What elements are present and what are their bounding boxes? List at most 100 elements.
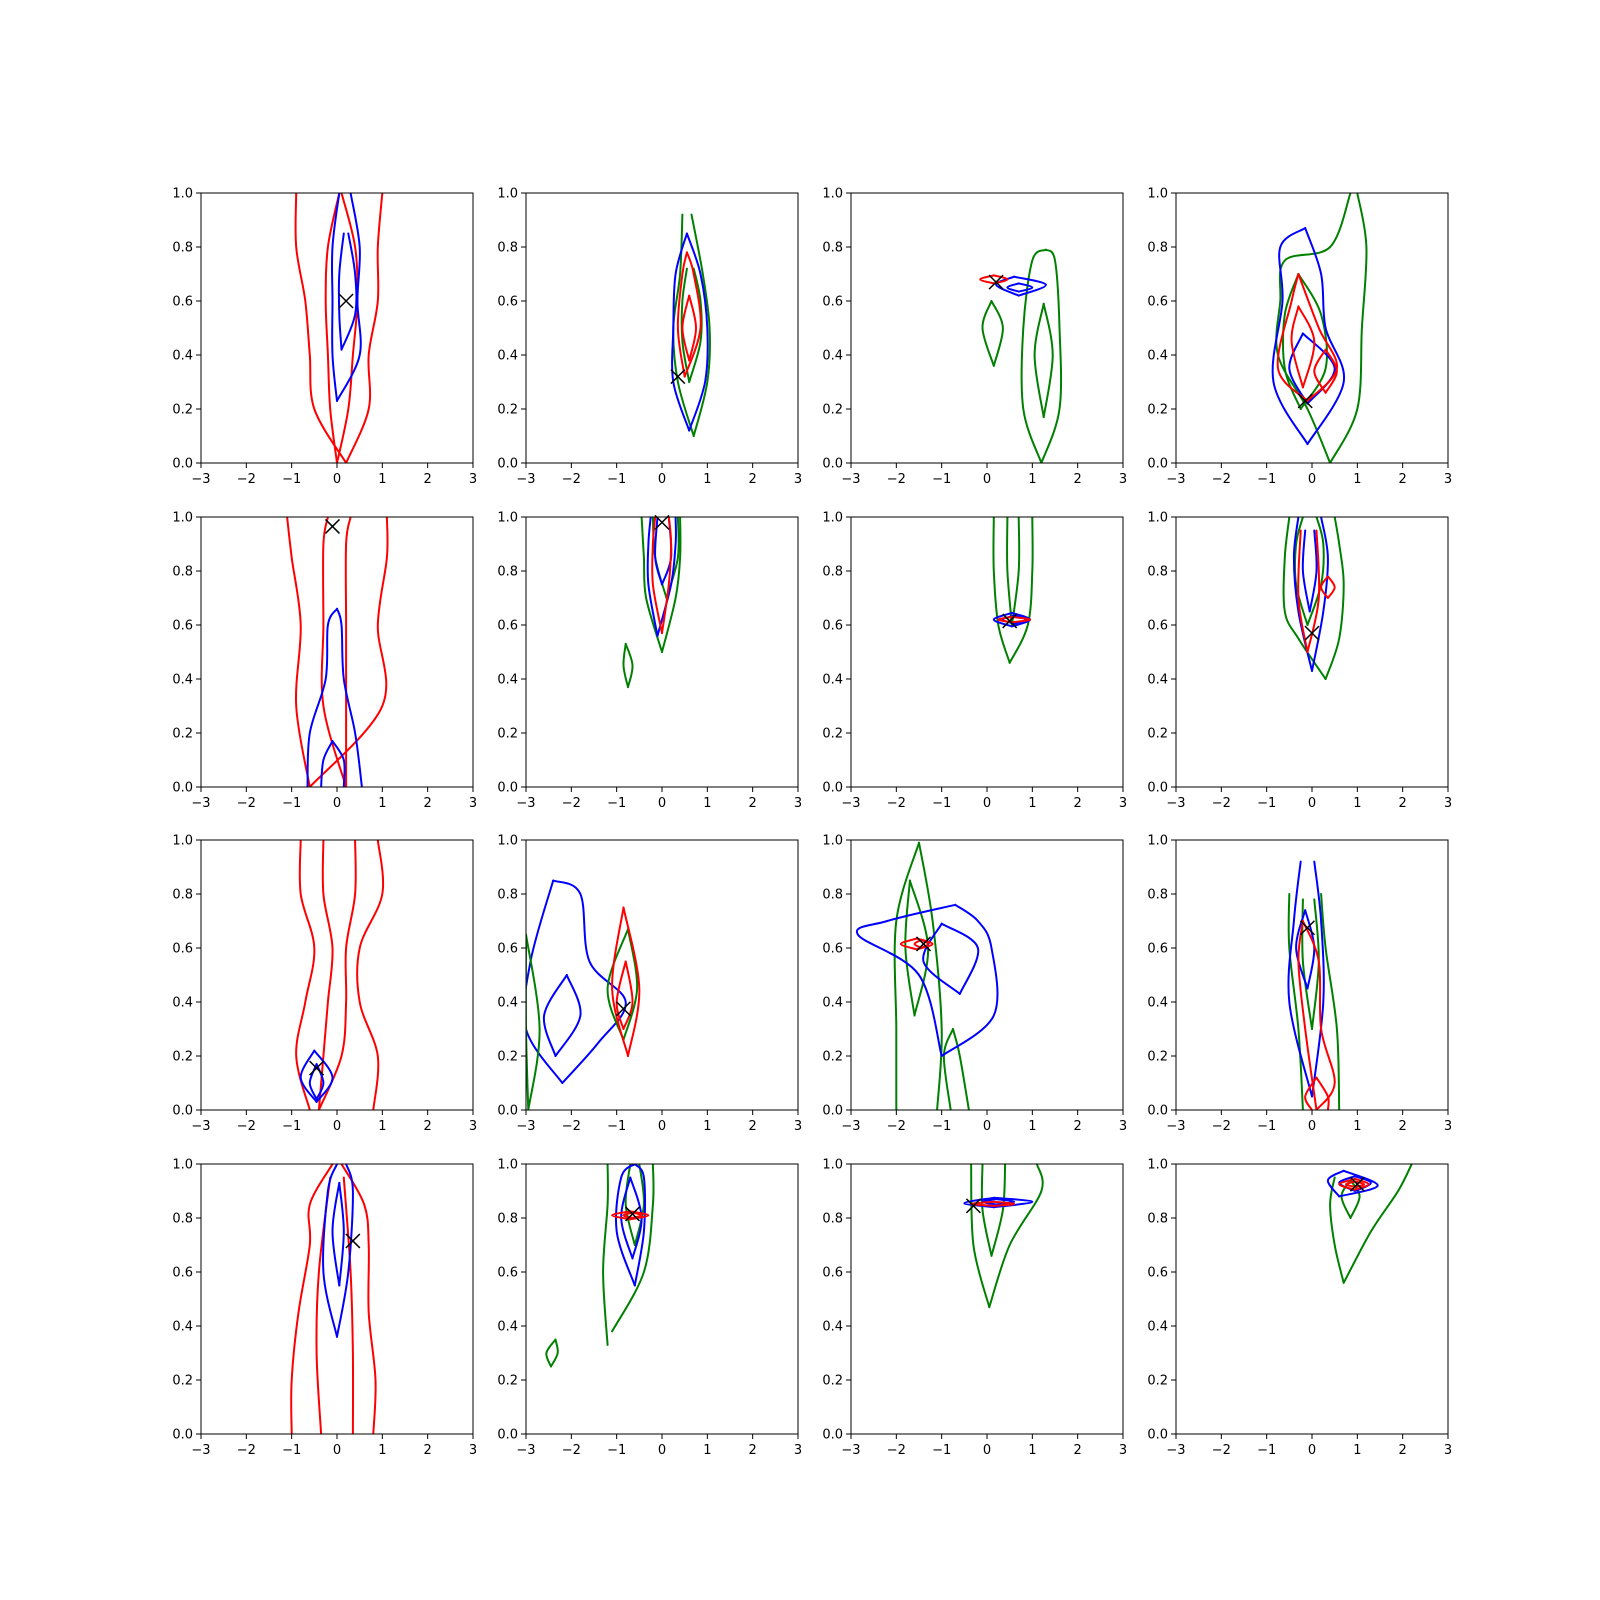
x-marker [1304, 625, 1320, 641]
y-tick-label: 0.0 [172, 457, 193, 472]
x-tick-label: −2 [887, 796, 906, 811]
red-contour-level-2-right [344, 517, 352, 787]
blue-contour-level-1-left [992, 611, 1013, 628]
x-tick-label: −2 [562, 472, 581, 487]
blue-contour-level-1-left [963, 1196, 995, 1209]
green-contour-level-1-left [1275, 193, 1352, 463]
y-tick-label: 0.8 [172, 888, 193, 903]
green-contour-level-1-right [1342, 1164, 1413, 1284]
y-tick-label: 0.6 [497, 942, 518, 957]
y-tick-label: 0.6 [497, 619, 518, 634]
x-tick-label: −3 [191, 1119, 210, 1134]
red-contour-level-1-right [1297, 273, 1338, 402]
red-contour-level-2-left [1345, 1180, 1357, 1188]
blue-contour-level-1-right [1304, 227, 1345, 446]
y-tick-label: 1.0 [172, 1158, 193, 1173]
y-tick-label: 0.2 [822, 1050, 843, 1065]
x-tick-label: 3 [794, 1443, 802, 1458]
green-contour-level-2-left [624, 1164, 636, 1246]
red-contour-level-1-left [651, 517, 663, 635]
x-tick-label: 3 [1444, 796, 1452, 811]
blue-contour-level-2-left [1301, 529, 1311, 613]
y-tick-label: 0.0 [172, 1104, 193, 1119]
x-tick-label: 1 [1028, 1119, 1036, 1134]
green-contour-level-2-left [1006, 517, 1013, 626]
x-tick-label: −1 [282, 1119, 301, 1134]
axes-frame [200, 192, 474, 464]
red-contour-level-1-left [899, 937, 918, 951]
x-tick-label: −1 [932, 1443, 951, 1458]
x-marker [916, 936, 932, 952]
x-tick-label: 1 [1028, 796, 1036, 811]
y-tick-label: 0.6 [1147, 1266, 1168, 1281]
plot-area [1271, 193, 1368, 463]
y-tick-label: 0.0 [497, 781, 518, 796]
x-tick-label: 3 [1119, 1443, 1127, 1458]
x-tick-label: 1 [703, 1119, 711, 1134]
blue-contour-level-1-left [526, 879, 564, 1084]
blue-contour-level-1-left [855, 903, 957, 1057]
blue-contour-level-2-right [554, 974, 582, 1057]
x-marker [1002, 613, 1018, 629]
subplot-r4-c4: −3 −2 −1 0 1 2 3 0.0 0.2 0.4 0.6 0.8 1.0 [1147, 1158, 1452, 1459]
green-contour-level-1-right [1008, 517, 1034, 664]
red-contour-level-1-left [290, 1164, 334, 1434]
red-contour-level-2-left [320, 517, 348, 787]
plot-area [1287, 860, 1341, 1110]
x-tick-label: −1 [282, 1443, 301, 1458]
y-tick-label: 0.8 [497, 241, 518, 256]
x-tick-label: 1 [1353, 1119, 1361, 1134]
x-tick-label: 1 [378, 1119, 386, 1134]
y-tick-label: 0.8 [497, 565, 518, 580]
y-tick-label: 0.4 [1147, 349, 1168, 364]
x-marker [625, 1206, 641, 1222]
y-tick-label: 0.4 [172, 349, 193, 364]
red-contour-level-3-left [1313, 348, 1327, 394]
y-tick-label: 0.2 [172, 403, 193, 418]
y-tick-label: 0.0 [822, 1428, 843, 1443]
green-contour-level-3-left [942, 1028, 954, 1110]
blue-contour-level-1-left [615, 1164, 636, 1287]
x-tick-label: 2 [1399, 1119, 1407, 1134]
x-marker [309, 1060, 325, 1076]
x-tick-label: −3 [516, 796, 535, 811]
x-tick-label: −1 [282, 796, 301, 811]
subplot-r3-c3: −3 −2 −1 0 1 2 3 0.0 0.2 0.4 0.6 0.8 1.0 [822, 834, 1127, 1135]
y-tick-label: 0.4 [822, 1320, 843, 1335]
blue-contour-level-2-left [1006, 282, 1020, 293]
y-tick-label: 0.8 [1147, 565, 1168, 580]
x-tick-label: 0 [333, 1119, 341, 1134]
x-tick-label: 3 [469, 796, 477, 811]
blue-contour-level-1-left [1326, 1169, 1345, 1198]
x-tick-label: 2 [1399, 796, 1407, 811]
x-tick-label: 0 [983, 796, 991, 811]
blue-contour-level-1-right [1338, 1169, 1379, 1198]
x-marker [324, 518, 340, 534]
blue-contour-level-2-right [940, 922, 980, 995]
green-contour-level-3-right [624, 642, 634, 689]
green-contour-level-2-left [680, 267, 691, 383]
y-tick-label: 0.8 [172, 1212, 193, 1227]
axes-frame [1175, 1163, 1449, 1435]
y-tick-label: 0.4 [822, 673, 843, 688]
green-contour-level-2-left [1281, 273, 1302, 410]
x-tick-label: 2 [1074, 796, 1082, 811]
blue-contour-level-2-right [1301, 332, 1336, 405]
red-contour-level-2-right [1354, 1180, 1366, 1188]
x-tick-label: 2 [749, 1443, 757, 1458]
y-tick-label: 0.4 [497, 996, 518, 1011]
x-tick-label: 0 [658, 1119, 666, 1134]
y-tick-label: 0.4 [172, 1320, 193, 1335]
y-tick-label: 0.2 [172, 1050, 193, 1065]
x-tick-label: 1 [1353, 1443, 1361, 1458]
y-tick-label: 0.6 [497, 295, 518, 310]
y-tick-label: 1.0 [822, 834, 843, 849]
red-contour-level-1-right [992, 274, 1009, 285]
y-tick-label: 1.0 [172, 187, 193, 202]
plot-area [855, 841, 999, 1110]
y-tick-label: 1.0 [172, 834, 193, 849]
red-contour-level-2-right [336, 193, 359, 463]
blue-contour-level-1-left [299, 1049, 318, 1103]
y-tick-label: 0.4 [822, 349, 843, 364]
x-tick-label: −2 [1212, 1443, 1231, 1458]
